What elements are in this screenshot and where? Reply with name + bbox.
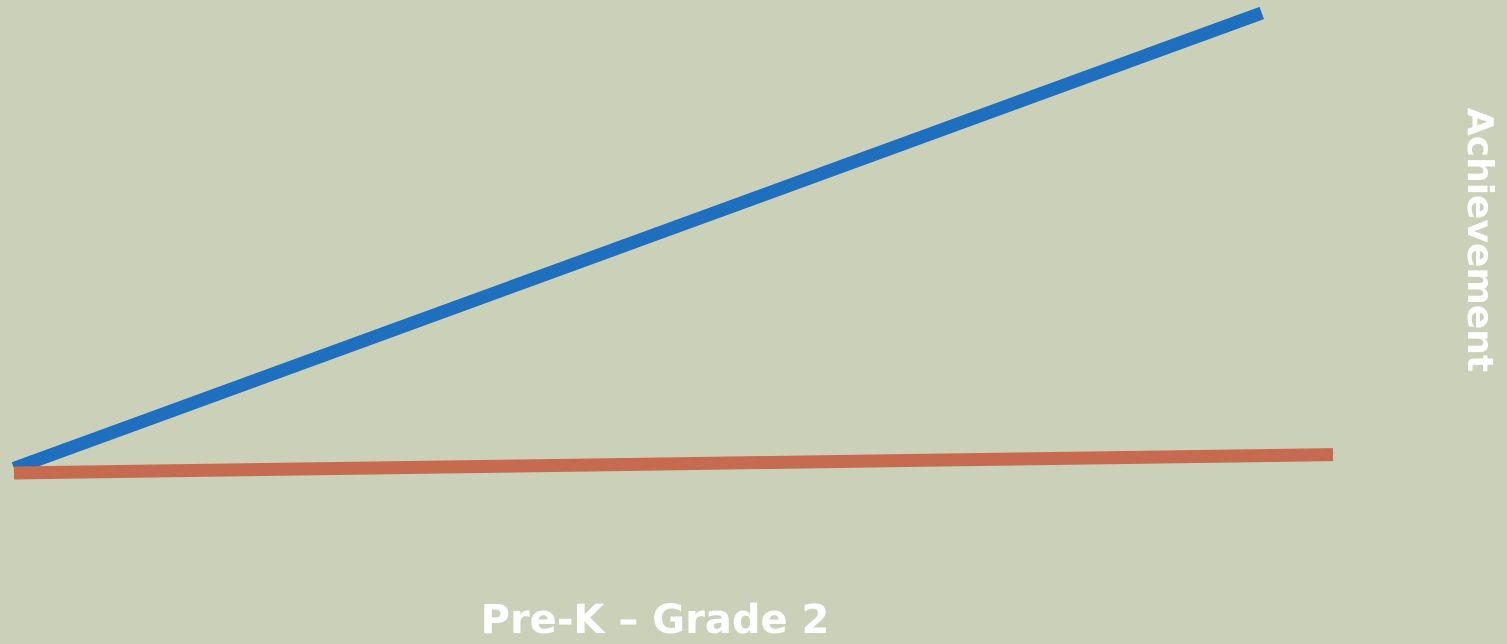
line bbox=[13, 448, 1334, 480]
line bbox=[11, 6, 1264, 475]
y-axis-label: Achievement bbox=[1459, 108, 1500, 372]
x-axis-label: Pre-K – Grade 2 bbox=[481, 597, 830, 643]
